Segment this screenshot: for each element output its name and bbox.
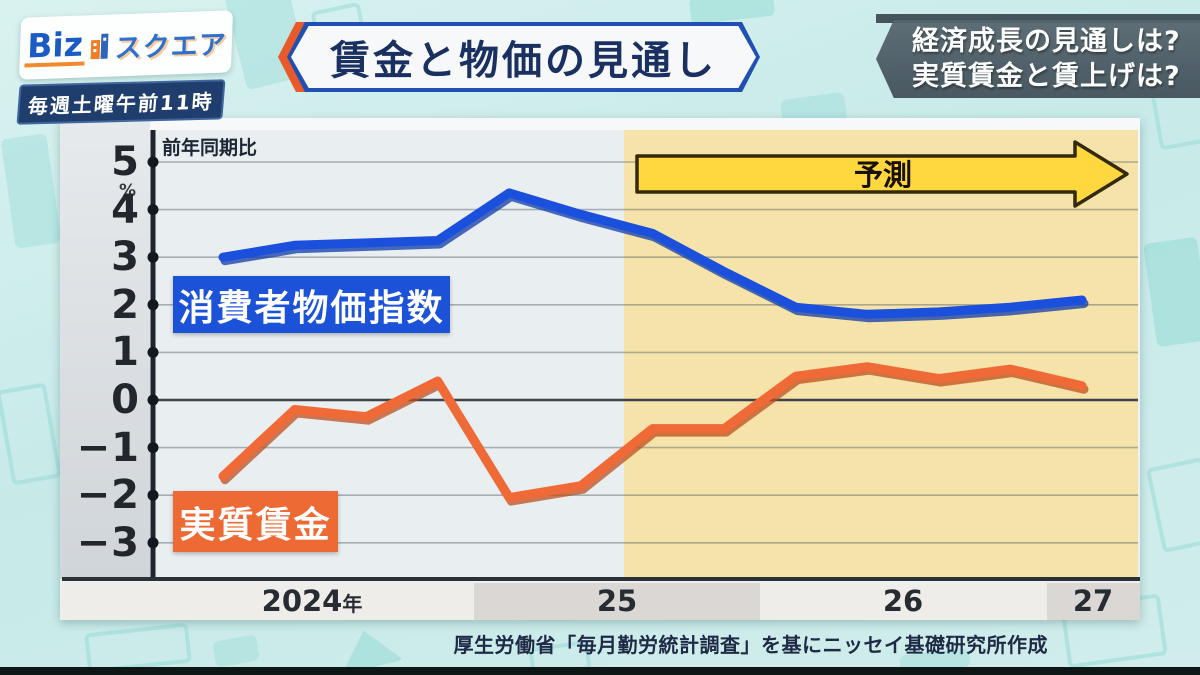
title-banner: 賃金と物価の見通し	[278, 22, 760, 92]
topic-line-1: 経済成長の見通しは?	[912, 26, 1181, 57]
title-face	[291, 26, 756, 88]
topic-banner: 経済成長の見通しは? 実質賃金と賃上げは?	[876, 20, 1200, 98]
y-axis-title: 前年同期比	[162, 137, 258, 159]
y-tick-label: −3	[76, 519, 140, 566]
logo-biz-text: Biz	[24, 24, 86, 68]
letterbox-bar	[0, 667, 1200, 675]
topic-line-2: 実質賃金と賃上げは?	[912, 61, 1181, 92]
bg-decoration	[0, 133, 62, 249]
chart-plot: 予測	[147, 130, 1138, 579]
schedule-banner: 毎週土曜午前11時	[16, 79, 226, 125]
y-tick-label: −1	[76, 424, 140, 471]
x-axis-year-band	[1046, 583, 1140, 620]
svg-text:予測: 予測	[854, 158, 912, 192]
y-axis: 5 4 3 2 1 0 −1 −2 −3	[58, 130, 144, 579]
bg-decoration	[1145, 456, 1200, 554]
bg-decoration	[212, 634, 260, 668]
x-axis-year-band	[760, 583, 1047, 620]
x-axis: 2024年 25 26 27	[60, 583, 1140, 620]
y-axis-gutter	[60, 118, 150, 579]
source-note: 厚生労働省「毎月勤労統計調査」を基にニッセイ基礎研究所作成	[453, 633, 1048, 657]
series-label-real-wages: 実質賃金	[173, 491, 338, 552]
series-label-cpi: 消費者物価指数	[173, 276, 450, 333]
program-logo: Biz スクエア	[18, 10, 234, 80]
x-axis-line	[62, 577, 1140, 581]
bg-decoration	[0, 382, 62, 486]
bg-decoration	[1143, 236, 1200, 348]
logo-square-text: スクエア	[114, 28, 228, 64]
chart-canvas: 予測	[147, 130, 1138, 579]
x-axis-year-band	[473, 583, 760, 620]
y-tick-label: −2	[76, 472, 140, 519]
y-axis-unit: %	[118, 181, 136, 201]
y-tick-label: 5	[111, 139, 140, 185]
bg-decoration	[84, 622, 192, 674]
y-tick-label: 4	[111, 186, 140, 233]
topic-banner-bar	[876, 14, 1200, 23]
x-tick-label: 27	[1072, 584, 1114, 618]
y-tick-label: 0	[111, 377, 140, 423]
page-title: 賃金と物価の見通し	[330, 38, 717, 84]
x-tick-label: 2024年	[261, 584, 363, 618]
x-tick-label: 26	[882, 584, 924, 618]
building-icon	[90, 33, 109, 60]
y-tick-label: 3	[111, 234, 140, 281]
x-axis-year-band	[62, 583, 474, 620]
x-tick-label: 25	[596, 584, 638, 618]
y-tick-label: 2	[111, 281, 140, 328]
y-tick-label: 1	[111, 329, 140, 376]
bg-decoration	[688, 0, 776, 25]
schedule-text: 毎週土曜午前11時	[27, 89, 215, 118]
